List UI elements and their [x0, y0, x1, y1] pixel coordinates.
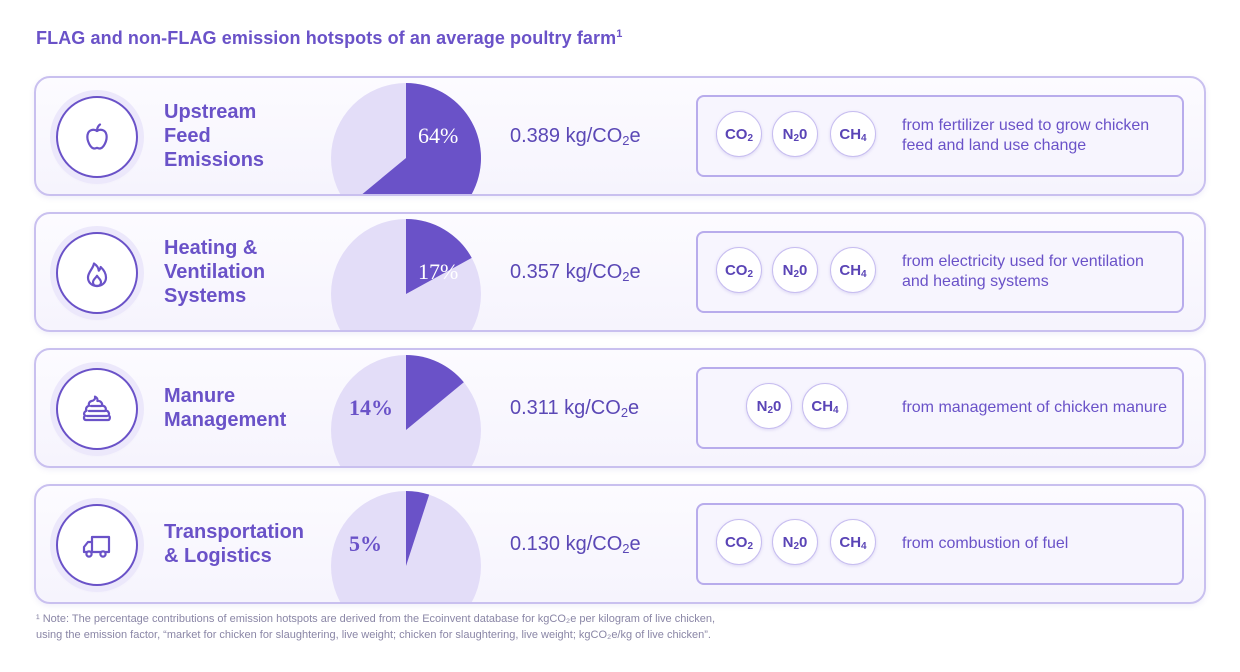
gas-subscript: 2	[747, 268, 754, 280]
pie-chart	[331, 491, 481, 602]
hotspot-label: Manure Management	[164, 385, 287, 431]
pie-chart	[331, 219, 481, 330]
gas-symbol-tail: 0	[773, 397, 782, 415]
emission-amount-subscript: 2	[620, 404, 629, 420]
hotspot-rows: Upstream Feed Emissions 64% 0.389 kg/CO 2 e C…	[34, 76, 1206, 620]
emission-amount: 0.389 kg/CO 2 e	[510, 78, 641, 194]
gas-subscript: 4	[861, 132, 867, 144]
pie-slice	[362, 83, 481, 194]
pie-percent-label: 5%	[349, 531, 382, 556]
footnote-line-2: using the emission factor, “market for c…	[36, 629, 711, 641]
emission-amount: 0.130 kg/CO 2 e	[510, 486, 641, 602]
pie-percent-label: 17%	[418, 259, 459, 284]
gas-symbol: N	[782, 533, 794, 551]
gas-box: CO 2 N 2 0 CH 4 from electricity used for venti…	[696, 231, 1184, 313]
gas-subscript: 2	[793, 540, 800, 552]
gas-symbol: CH	[839, 533, 862, 551]
gas-subscript: 2	[793, 268, 800, 280]
pie-percent-label: 64%	[418, 123, 459, 148]
emission-amount-subscript: 2	[622, 540, 630, 556]
gas-symbol: N	[782, 261, 794, 279]
gas-box: CO 2 N 2 0 CH 4 from fertilizer used to grow ch…	[696, 95, 1184, 177]
gas-symbol: CO	[724, 533, 748, 551]
emission-amount-main: 0.311 kg/CO	[510, 396, 621, 419]
gas-symbol: CO	[724, 125, 748, 143]
manure-icon	[56, 368, 138, 450]
hotspot-row: Heating & Ventilation Systems 17% 0.357 kg…	[34, 212, 1206, 332]
emission-amount-main: 0.130 kg/CO	[510, 532, 623, 555]
hotspot-label: Upstream Feed Emissions	[164, 101, 265, 171]
emission-amount-unit-tail: e	[629, 260, 641, 283]
flame-icon	[56, 232, 138, 314]
gas-symbol: CO	[724, 261, 748, 279]
hotspot-row: Manure Management 14% 0.311 kg/CO 2 e N 2 0 CH 4 f…	[34, 348, 1206, 468]
gas-subscript: 2	[767, 404, 774, 416]
gas-symbol-tail: 0	[799, 125, 808, 143]
gas-box: N 2 0 CH 4 from management of chicken manure	[696, 367, 1184, 449]
apple-icon	[56, 96, 138, 178]
gas-symbol-tail: 0	[799, 533, 808, 551]
hotspot-row: Upstream Feed Emissions 64% 0.389 kg/CO 2 e C…	[34, 76, 1206, 196]
gas-symbol: CH	[839, 125, 862, 143]
gas-description: from fertilizer used to grow chicken fee…	[902, 117, 1150, 154]
emission-amount-unit-tail: e	[629, 532, 641, 555]
gas-subscript: 4	[833, 404, 839, 416]
footnote: ¹ Note: The percentage contributions of …	[36, 611, 1036, 643]
gas-symbol: CH	[839, 261, 862, 279]
pie-chart	[331, 83, 481, 194]
emission-amount-subscript: 2	[622, 132, 630, 148]
emission-amount-unit-tail: e	[628, 396, 640, 419]
gas-box: CO 2 N 2 0 CH 4 from combustion of fuel	[696, 503, 1184, 585]
gas-symbol-tail: 0	[799, 261, 808, 279]
gas-subscript: 2	[793, 132, 800, 144]
gas-badge: CH 4	[830, 247, 876, 293]
gas-badge: CO 2	[716, 111, 762, 157]
gas-symbol: CH	[811, 397, 834, 415]
truck-icon	[56, 504, 138, 586]
chart-title-text: FLAG and non-FLAG emission hotspots of a…	[36, 28, 617, 48]
emission-amount: 0.311 kg/CO 2 e	[510, 350, 639, 466]
hotspot-label: Heating & Ventilation Systems	[164, 237, 266, 307]
chart-title: FLAG and non-FLAG emission hotspots of a…	[36, 28, 622, 49]
pie-chart	[331, 355, 481, 466]
gas-subscript: 4	[861, 540, 867, 552]
emission-amount-unit-tail: e	[629, 124, 641, 147]
gas-badge: CH 4	[830, 519, 876, 565]
gas-subscript: 2	[747, 540, 754, 552]
gas-badge: CO 2	[716, 247, 762, 293]
gas-badge: CH 4	[830, 111, 876, 157]
emission-amount-main: 0.389 kg/CO	[510, 124, 623, 147]
gas-symbol: N	[782, 125, 794, 143]
emission-amount: 0.357 kg/CO 2 e	[510, 214, 641, 330]
pie-slice	[406, 219, 472, 294]
gas-subscript: 2	[747, 132, 754, 144]
title-footnote-mark: 1	[616, 28, 623, 40]
gas-description: from combustion of fuel	[902, 535, 1069, 552]
gas-description: from electricity used for ventilation an…	[902, 253, 1144, 290]
pie-percent-label: 14%	[349, 395, 393, 420]
emission-amount-main: 0.357 kg/CO	[510, 260, 623, 283]
gas-symbol: N	[756, 397, 768, 415]
gas-description: from management of chicken manure	[902, 399, 1168, 416]
pie-slice	[406, 491, 430, 566]
emission-amount-subscript: 2	[622, 268, 630, 284]
footnote-line-1: ¹ Note: The percentage contributions of …	[36, 613, 716, 625]
gas-badge: CH 4	[802, 383, 848, 429]
pie-slice	[406, 355, 464, 430]
gas-subscript: 4	[861, 268, 867, 280]
hotspot-row: Transportation & Logistics 5% 0.130 kg/CO 2…	[34, 484, 1206, 604]
hotspot-label: Transportation & Logistics	[164, 521, 305, 567]
gas-badge: CO 2	[716, 519, 762, 565]
